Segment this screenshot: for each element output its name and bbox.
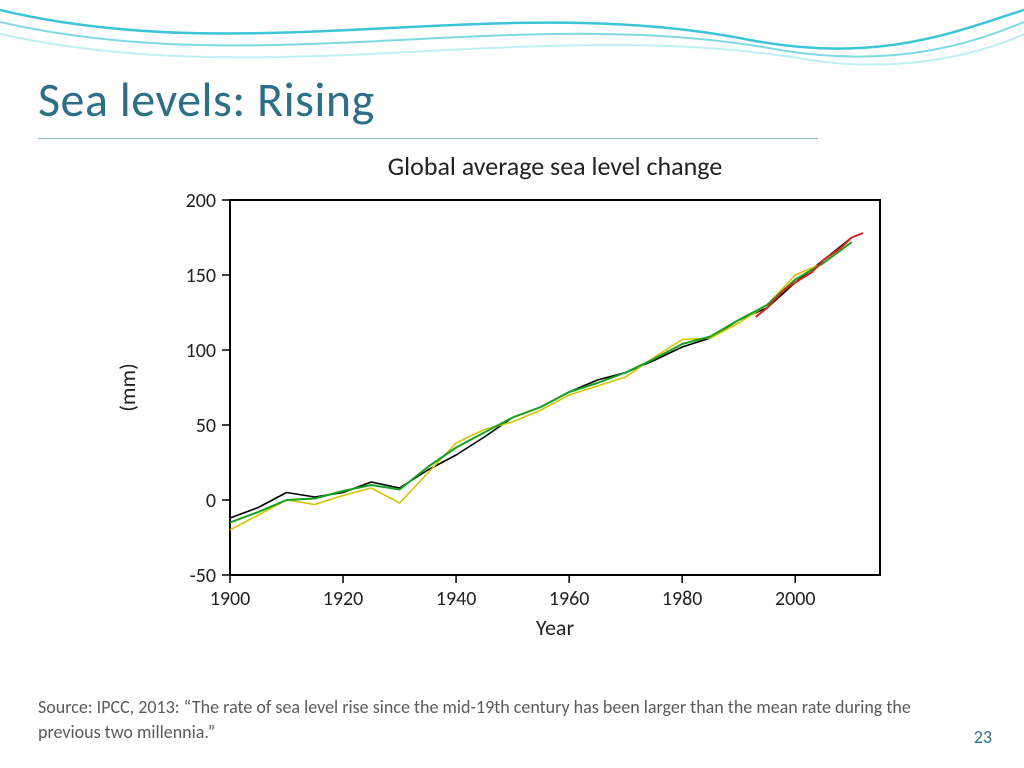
y-tick-label: 0 — [206, 489, 216, 513]
y-tick-label: 150 — [186, 264, 216, 288]
title-underline — [38, 138, 818, 139]
chart-container: Global average sea level change (mm) Yea… — [100, 145, 920, 655]
slide-title: Sea levels: Rising — [38, 70, 375, 129]
source-citation: Source: IPCC, 2013: “The rate of sea lev… — [38, 695, 964, 744]
x-axis-label: Year — [536, 614, 575, 641]
y-tick-label: 100 — [186, 339, 216, 363]
chart-title: Global average sea level change — [388, 150, 723, 182]
x-tick-label: 1960 — [549, 587, 590, 611]
sea-level-chart: Global average sea level change (mm) Yea… — [100, 145, 920, 655]
page-number: 23 — [974, 726, 992, 748]
y-tick-label: 200 — [186, 189, 216, 213]
slide: Sea levels: Rising Global average sea le… — [0, 0, 1024, 768]
y-axis-label: (mm) — [114, 363, 141, 412]
y-tick-label: -50 — [190, 564, 216, 588]
x-tick-label: 1900 — [210, 587, 251, 611]
x-tick-label: 1940 — [436, 587, 477, 611]
x-tick-label: 2000 — [775, 587, 816, 611]
y-tick-label: 50 — [196, 414, 216, 438]
x-tick-label: 1980 — [662, 587, 703, 611]
x-tick-label: 1920 — [323, 587, 364, 611]
